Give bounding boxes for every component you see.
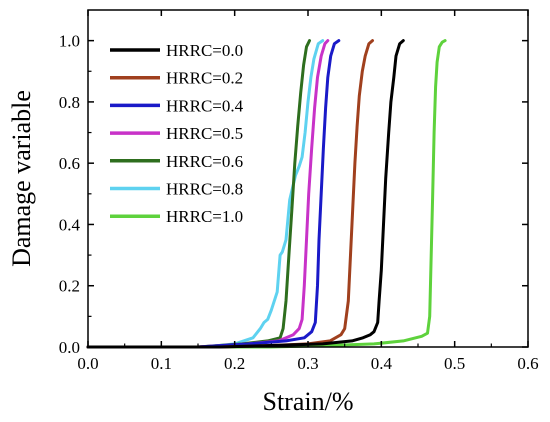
x-axis-label: Strain/%	[263, 387, 354, 416]
y-axis-label: Damage variable	[7, 90, 36, 267]
plot-frame	[87, 9, 529, 348]
series-line-0	[86, 39, 405, 349]
x-tick-label: 0.5	[444, 354, 465, 373]
x-tick-label: 0.2	[224, 354, 245, 373]
legend: HRRC=0.0 HRRC=0.2 HRRC=0.4 HRRC=0.5 HRRC=0.6…	[110, 41, 244, 226]
x-tick-label: 0.4	[371, 354, 393, 373]
series-layer	[86, 39, 447, 349]
x-tick-label: 0.0	[77, 354, 98, 373]
y-tick-label: 0.0	[59, 338, 80, 357]
series-line-6	[86, 39, 447, 349]
series-line-5	[86, 39, 325, 349]
legend-label-2: HRRC=0.4	[166, 96, 244, 115]
legend-label-1: HRRC=0.2	[166, 69, 243, 88]
y-tick-label: 0.6	[59, 154, 80, 173]
y-tick-label: 1.0	[59, 32, 80, 51]
y-tick-label: 0.8	[59, 93, 80, 112]
legend-label-0: HRRC=0.0	[166, 41, 243, 60]
legend-label-6: HRRC=1.0	[166, 207, 243, 226]
axes-layer: 0.0 0.1 0.2 0.3 0.4 0.5 0.6 0.0 0.2 0.4 0.6 0.8 1.0	[59, 9, 539, 373]
legend-label-4: HRRC=0.6	[166, 152, 243, 171]
x-tick-label: 0.6	[517, 354, 538, 373]
x-tick-label: 0.1	[151, 354, 172, 373]
y-tick-label: 0.2	[59, 277, 80, 296]
legend-label-5: HRRC=0.8	[166, 180, 243, 199]
y-tick-label: 0.4	[59, 215, 81, 234]
series-line-2	[86, 39, 341, 349]
x-tick-label: 0.3	[297, 354, 318, 373]
legend-label-3: HRRC=0.5	[166, 124, 243, 143]
